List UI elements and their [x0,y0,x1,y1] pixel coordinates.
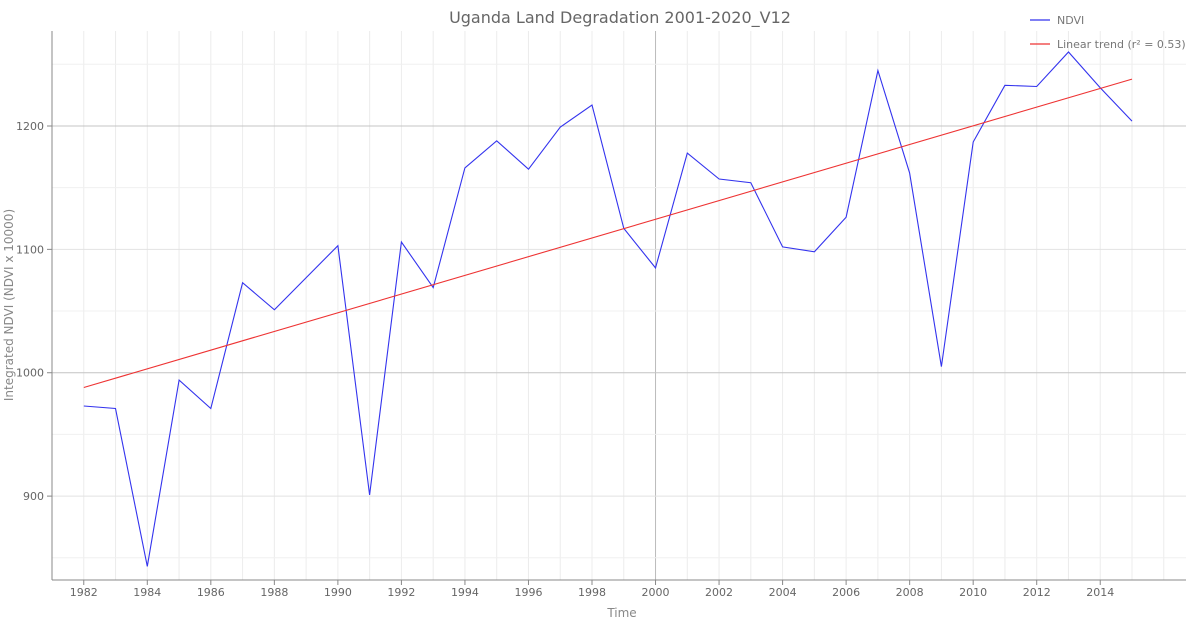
x-tick-label: 1994 [451,586,479,599]
legend-ndvi-label: NDVI [1057,14,1084,27]
x-tick-label: 1992 [387,586,415,599]
x-tick-label: 1996 [514,586,542,599]
x-tick-label: 1998 [578,586,606,599]
x-tick-label: 1990 [324,586,352,599]
x-tick-label: 2000 [642,586,670,599]
y-tick-label: 1100 [16,243,44,256]
x-tick-label: 1986 [197,586,225,599]
x-tick-label: 1988 [260,586,288,599]
x-tick-label: 2006 [832,586,860,599]
legend: NDVI Linear trend (r² = 0.53) [1030,14,1186,51]
tick-labels: 1982 1984 1986 1988 1990 1992 1994 1996 1998 2000… [16,120,1114,599]
y-tick-label: 1200 [16,120,44,133]
x-tick-label: 1982 [70,586,98,599]
y-axis-label: Integrated NDVI (NDVI x 10000) [2,209,16,401]
x-tick-label: 1984 [133,586,161,599]
x-tick-label: 2008 [896,586,924,599]
series-lines [83,51,1133,567]
linear-trend-line [83,78,1133,389]
x-tick-label: 2002 [705,586,733,599]
x-axis-label: Time [606,606,636,620]
x-tick-label: 2012 [1023,586,1051,599]
y-tick-label: 1000 [16,367,44,380]
ndvi-series-line [83,51,1133,567]
y-tick-label: 900 [23,490,44,503]
grid-lines [51,31,1186,580]
x-tick-label: 2010 [959,586,987,599]
x-tick-label: 2004 [769,586,797,599]
legend-trend-label: Linear trend (r² = 0.53) [1057,38,1186,51]
axes [47,31,1186,585]
x-tick-label: 2014 [1086,586,1114,599]
chart-title: Uganda Land Degradation 2001-2020_V12 [449,8,791,28]
